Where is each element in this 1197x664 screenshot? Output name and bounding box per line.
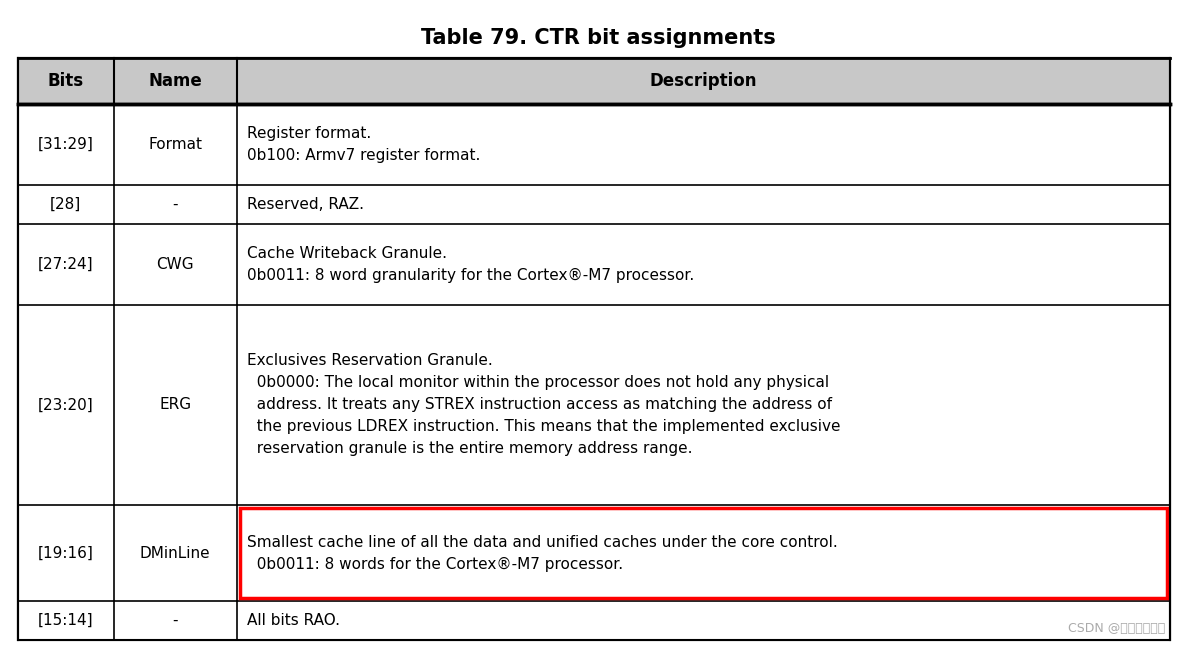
Text: Smallest cache line of all the data and unified caches under the core control.: Smallest cache line of all the data and … xyxy=(247,535,838,550)
Text: CWG: CWG xyxy=(157,257,194,272)
Text: All bits RAO.: All bits RAO. xyxy=(247,614,340,628)
Text: [15:14]: [15:14] xyxy=(38,614,93,628)
Text: [27:24]: [27:24] xyxy=(38,257,93,272)
Text: Description: Description xyxy=(650,72,758,90)
Text: reservation granule is the entire memory address range.: reservation granule is the entire memory… xyxy=(247,442,692,456)
Text: DMinLine: DMinLine xyxy=(140,546,211,561)
Text: Format: Format xyxy=(148,137,202,152)
Bar xyxy=(18,305,1169,505)
Bar xyxy=(18,224,1169,305)
Text: Register format.: Register format. xyxy=(247,126,371,141)
Bar xyxy=(239,508,1167,598)
Text: address. It treats any STREX instruction access as matching the address of: address. It treats any STREX instruction… xyxy=(247,397,832,412)
Bar xyxy=(18,58,1169,640)
Text: 0b0011: 8 word granularity for the Cortex®-M7 processor.: 0b0011: 8 word granularity for the Corte… xyxy=(247,268,694,283)
Bar xyxy=(18,602,1169,640)
Text: Exclusives Reservation Granule.: Exclusives Reservation Granule. xyxy=(247,353,493,369)
Text: 0b100: Armv7 register format.: 0b100: Armv7 register format. xyxy=(247,148,480,163)
Text: 0b0000: The local monitor within the processor does not hold any physical: 0b0000: The local monitor within the pro… xyxy=(247,375,830,390)
Text: Bits: Bits xyxy=(48,72,84,90)
Text: ERG: ERG xyxy=(159,397,192,412)
Bar xyxy=(18,58,1169,104)
Bar xyxy=(18,185,1169,224)
Text: Cache Writeback Granule.: Cache Writeback Granule. xyxy=(247,246,446,261)
Text: CSDN @您好，哪位？: CSDN @您好，哪位？ xyxy=(1068,622,1165,635)
Text: the previous LDREX instruction. This means that the implemented exclusive: the previous LDREX instruction. This mea… xyxy=(247,420,840,434)
Text: Reserved, RAZ.: Reserved, RAZ. xyxy=(247,197,364,212)
Text: -: - xyxy=(172,614,178,628)
Text: Name: Name xyxy=(148,72,202,90)
Bar xyxy=(18,104,1169,185)
Text: -: - xyxy=(172,197,178,212)
Text: Table 79. CTR bit assignments: Table 79. CTR bit assignments xyxy=(421,28,776,48)
Text: [23:20]: [23:20] xyxy=(38,397,93,412)
Text: 0b0011: 8 words for the Cortex®-M7 processor.: 0b0011: 8 words for the Cortex®-M7 proce… xyxy=(247,557,622,572)
Text: [19:16]: [19:16] xyxy=(38,546,93,561)
Text: [31:29]: [31:29] xyxy=(38,137,93,152)
Bar xyxy=(18,58,1169,640)
Bar xyxy=(18,505,1169,602)
Text: [28]: [28] xyxy=(50,197,81,212)
